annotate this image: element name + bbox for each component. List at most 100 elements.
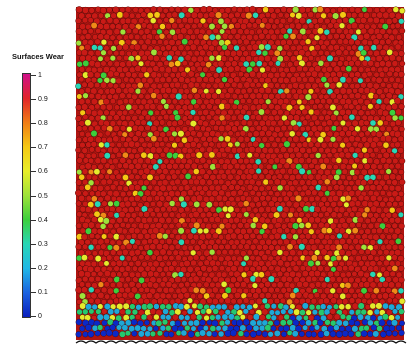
particle <box>259 22 266 29</box>
particle <box>283 119 291 126</box>
particle <box>182 83 188 90</box>
particle <box>348 309 355 316</box>
particle <box>379 93 386 100</box>
particle <box>383 259 390 267</box>
particle <box>190 151 197 158</box>
particle <box>280 61 286 68</box>
particle <box>214 98 222 105</box>
particle <box>376 141 383 148</box>
particle <box>270 314 277 321</box>
particle <box>127 98 135 105</box>
particle <box>308 33 315 40</box>
particle <box>122 43 130 51</box>
particle <box>140 11 147 18</box>
particle <box>246 33 253 41</box>
particle <box>338 303 345 310</box>
particle <box>333 33 340 40</box>
colorbar-tick <box>31 291 36 293</box>
particle <box>311 309 318 316</box>
particle <box>97 270 104 277</box>
particle <box>231 243 238 250</box>
particle <box>208 76 215 83</box>
particle <box>249 126 256 133</box>
particle <box>236 309 244 316</box>
particle <box>224 146 232 153</box>
particle <box>351 302 359 310</box>
particle <box>162 308 169 315</box>
particle <box>395 281 402 289</box>
particle <box>394 141 401 148</box>
particle <box>301 98 308 105</box>
particle <box>87 330 95 338</box>
particle <box>112 157 119 165</box>
particle <box>143 287 151 294</box>
particle <box>301 184 309 192</box>
particle <box>308 108 315 116</box>
particle <box>360 17 367 24</box>
particle <box>360 330 368 337</box>
particle <box>149 169 156 176</box>
particle <box>280 124 288 132</box>
particle <box>320 259 327 266</box>
particle <box>340 65 347 72</box>
particle <box>286 28 293 35</box>
particle <box>120 190 127 198</box>
particle <box>293 308 301 316</box>
particle <box>84 43 91 51</box>
particle <box>163 60 170 67</box>
particle <box>320 248 328 256</box>
particle <box>274 191 281 198</box>
particle <box>375 32 383 40</box>
particle <box>233 248 241 256</box>
particle <box>318 147 325 154</box>
particle <box>100 243 107 250</box>
particle <box>237 135 245 143</box>
particle <box>361 211 368 218</box>
particle <box>127 206 135 214</box>
particle <box>186 28 194 36</box>
particle <box>358 55 365 62</box>
particle <box>292 82 299 89</box>
particle <box>307 88 314 95</box>
particle <box>330 61 337 68</box>
particle <box>311 39 318 46</box>
particle <box>84 206 92 213</box>
particle <box>131 104 139 111</box>
particle <box>252 216 259 224</box>
particle <box>171 205 178 213</box>
particle <box>199 157 207 164</box>
particle <box>115 87 122 94</box>
particle <box>119 61 126 68</box>
particle <box>246 87 253 94</box>
particle <box>360 27 368 35</box>
particle <box>230 265 238 273</box>
particle <box>152 260 160 268</box>
particle <box>208 249 216 256</box>
particle <box>217 234 224 241</box>
particle <box>329 222 337 230</box>
particle <box>221 195 228 202</box>
particle <box>385 125 393 133</box>
particle <box>360 308 367 316</box>
particle <box>273 147 280 154</box>
particle <box>181 168 188 175</box>
particle <box>321 109 328 116</box>
particle <box>234 162 241 170</box>
particle <box>156 168 163 175</box>
particle <box>88 276 95 283</box>
particle <box>274 82 281 89</box>
particle <box>218 244 225 251</box>
particle <box>174 320 182 327</box>
particle <box>386 201 393 208</box>
particle <box>265 195 272 202</box>
particle <box>383 33 390 40</box>
particle <box>271 76 278 84</box>
particle <box>395 119 402 126</box>
particle <box>152 238 160 246</box>
particle <box>245 205 252 212</box>
particle <box>90 141 97 148</box>
particle <box>79 302 87 310</box>
particle <box>256 7 263 14</box>
particle <box>144 7 151 14</box>
particle <box>243 72 250 79</box>
